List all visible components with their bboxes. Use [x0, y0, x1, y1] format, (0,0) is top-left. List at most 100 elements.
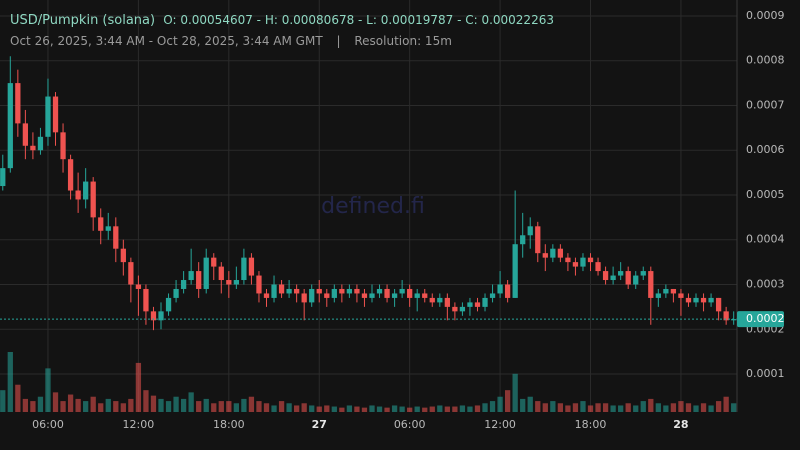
candle-body: [271, 284, 277, 298]
candle-body: [610, 275, 616, 281]
volume-bar: [685, 403, 692, 412]
candle-body: [474, 302, 481, 307]
candle-body: [211, 257, 217, 267]
volume-bar: [67, 394, 74, 412]
y-tick-label: 0.0007: [746, 98, 785, 111]
volume-bar: [520, 398, 526, 412]
volume-bar: [52, 392, 59, 412]
candle-body: [731, 319, 737, 321]
x-tick-label: 28: [673, 418, 688, 431]
volume-bar: [248, 396, 255, 412]
volume-bar: [90, 396, 96, 412]
candle-body: [196, 271, 202, 289]
x-tick-label: 06:00: [394, 418, 426, 431]
volume-bar: [550, 401, 556, 412]
candle-body: [700, 297, 707, 303]
volume-bar: [150, 395, 157, 412]
volume-bar: [105, 398, 111, 412]
volume-bar: [75, 398, 81, 412]
volume-bar: [324, 405, 330, 412]
candle-body: [640, 271, 646, 276]
candle-body: [173, 288, 179, 298]
x-tick-label: 18:00: [213, 418, 245, 431]
volume-bar: [128, 398, 134, 412]
candle-body: [309, 288, 315, 303]
volume-bar: [678, 401, 684, 412]
candle-body: [128, 262, 134, 285]
candle-body: [37, 136, 44, 151]
candle-body: [625, 271, 631, 285]
candle-body: [633, 275, 639, 285]
candle-body: [452, 306, 458, 312]
volume-bar: [301, 403, 307, 412]
candle-body: [263, 293, 270, 298]
candle-body: [422, 293, 428, 298]
volume-bar: [188, 392, 194, 412]
volume-bar: [535, 401, 541, 412]
volume-bar: [648, 398, 654, 412]
volume-bar: [15, 384, 21, 412]
grid: [0, 0, 737, 412]
candle-body: [30, 145, 36, 151]
volume-bar: [391, 405, 398, 412]
last-price-badge: [737, 311, 784, 328]
volume-bar: [414, 406, 420, 412]
x-tick-label: 12:00: [484, 418, 516, 431]
volume-bar: [346, 405, 353, 412]
candle-body: [135, 284, 142, 289]
volume-bar: [693, 405, 699, 412]
volume-bar: [595, 403, 601, 412]
candle-body: [587, 257, 594, 263]
axis-layer: 0.0001 0.0002 0.0003 0.0004 0.0005 0.0006 0.00…: [32, 9, 784, 431]
candle-body: [339, 288, 345, 294]
volume-bar: [565, 405, 571, 412]
volume-bar: [331, 406, 337, 412]
volume-bar: [278, 401, 285, 412]
volume-bar: [504, 390, 511, 412]
watermark: defined.fi: [321, 194, 425, 219]
candle-body: [429, 297, 435, 303]
volume-bar: [715, 401, 722, 412]
volume-bar: [407, 407, 413, 412]
volume-bar: [625, 403, 631, 412]
volume-bar: [7, 352, 13, 412]
volume-bar: [542, 403, 548, 412]
volume-bar: [429, 406, 435, 412]
volume-bar: [572, 403, 579, 412]
candle-body: [286, 288, 292, 294]
volume-bar: [37, 396, 44, 412]
y-tick-label: 0.0009: [746, 9, 785, 22]
volume-bar: [580, 401, 586, 412]
candle-body: [648, 271, 654, 298]
ohlc-summary: O: 0.00054607 - H: 0.00080678 - L: 0.000…: [163, 13, 554, 27]
candle-body: [7, 83, 13, 169]
volume-bar: [731, 403, 737, 412]
candle-body: [0, 168, 6, 187]
last-price-label: 0.0002: [746, 312, 785, 325]
volume-bar: [158, 398, 164, 412]
volume-bar: [60, 401, 66, 412]
volume-bar: [557, 403, 564, 412]
candle-body: [444, 297, 450, 307]
volume-bar: [241, 398, 247, 412]
y-tick-label: 0.0004: [746, 233, 785, 246]
volume-bar: [467, 406, 473, 412]
candle-body: [158, 311, 164, 321]
volume-bar: [670, 403, 677, 412]
volume-bar: [120, 403, 126, 412]
volume-bar: [497, 396, 503, 412]
volume-bar: [143, 390, 149, 412]
candle-body: [467, 302, 473, 307]
candle-body: [331, 288, 337, 298]
candle-body: [113, 226, 119, 249]
volume-bar: [45, 368, 51, 412]
volume-bar: [663, 405, 669, 412]
candle-body: [278, 284, 285, 294]
candle-body: [618, 271, 624, 276]
volume-bar: [309, 405, 315, 412]
candle-body: [150, 311, 157, 321]
volume-bar: [165, 401, 172, 412]
y-tick-label: 0.0001: [746, 367, 785, 380]
